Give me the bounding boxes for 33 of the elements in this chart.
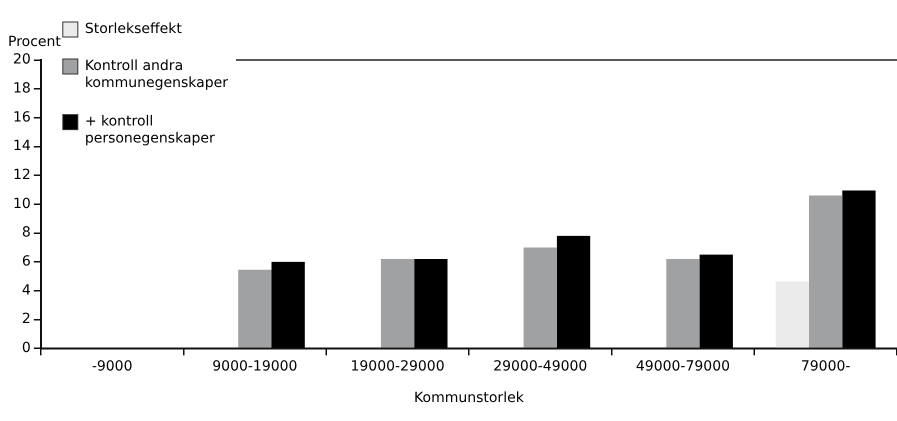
y-tick-label: 14	[12, 138, 31, 154]
bar	[272, 262, 305, 348]
x-tick-label: 19000-29000	[350, 358, 445, 374]
bar	[380, 258, 414, 348]
y-tick-label: 6	[22, 254, 31, 270]
bar	[238, 270, 272, 348]
x-tick-label: -9000	[92, 358, 133, 374]
bar	[556, 236, 590, 348]
x-tick-label: 9000-19000	[212, 358, 298, 374]
bar	[414, 258, 448, 348]
bar	[524, 247, 557, 348]
y-tick-label: 16	[12, 109, 31, 126]
y-tick-label: 20	[12, 52, 31, 68]
y-tick-label: 18	[12, 80, 31, 96]
x-axis-title: Kommunstorlek	[414, 390, 525, 406]
y-tick-label: 8	[22, 224, 31, 241]
legend-label: + kontroll personegenskaper	[84, 114, 216, 147]
x-tick-label: 49000-79000	[636, 358, 730, 374]
y-tick-label: 2	[22, 311, 31, 328]
bar	[809, 196, 842, 348]
y-tick-label: 0	[22, 340, 31, 356]
x-tick-label: 79000-	[800, 358, 850, 374]
x-tick-label: 29000-49000	[493, 358, 588, 374]
y-tick-label: 10	[12, 196, 31, 212]
legend-label: Kontroll andra kommunegenskaper	[84, 58, 228, 91]
legend-label: Storlekseffekt	[84, 21, 182, 38]
bar	[776, 281, 810, 348]
bar	[700, 254, 733, 348]
y-axis-title: Procent	[8, 34, 61, 50]
y-tick-label: 4	[22, 282, 31, 298]
bar	[842, 190, 876, 348]
y-tick-label: 12	[12, 167, 31, 183]
bar	[666, 258, 700, 348]
